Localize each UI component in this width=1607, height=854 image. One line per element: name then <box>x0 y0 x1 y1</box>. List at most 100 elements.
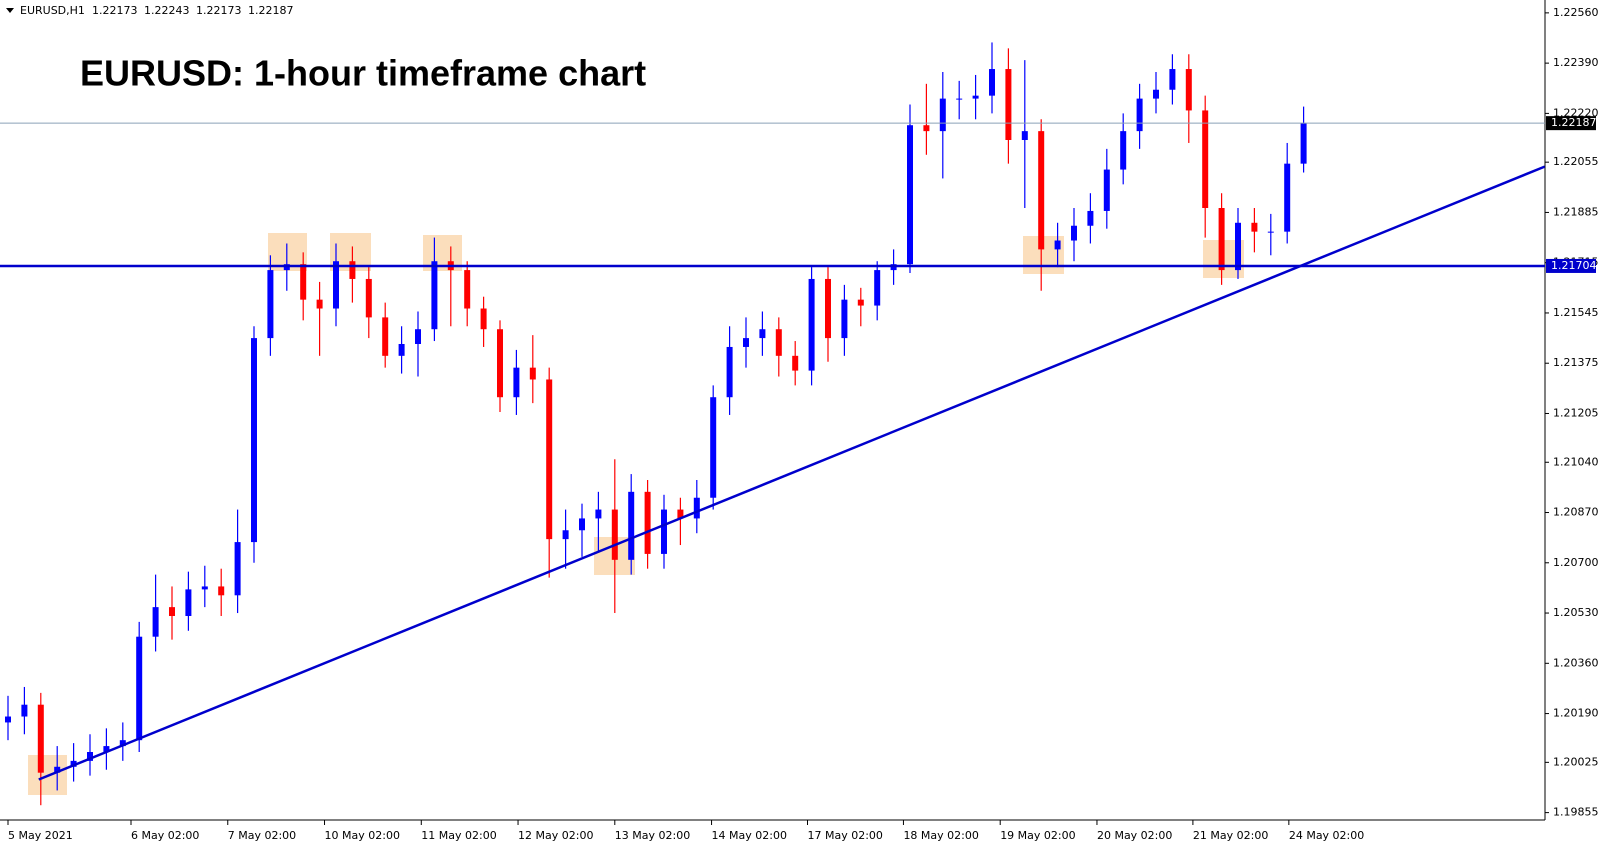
candle-body <box>1038 131 1045 250</box>
candle-body <box>1185 69 1192 111</box>
candle-body <box>54 766 61 773</box>
candle-body <box>119 740 126 747</box>
candle-body <box>841 299 848 339</box>
candle-body <box>37 704 44 773</box>
y-tick-label: 1.22055 <box>1553 155 1599 168</box>
header-value: 1.22243 <box>144 4 190 17</box>
candle-body <box>1071 225 1077 241</box>
candle-body <box>1169 69 1176 90</box>
candle-body <box>365 278 372 318</box>
candle-body <box>743 338 749 347</box>
candle-body <box>611 509 618 560</box>
candle-body <box>562 530 569 540</box>
candle-body <box>825 278 831 339</box>
candle-body <box>759 329 766 339</box>
candle-body <box>218 586 225 596</box>
header-value: 1.22173 <box>196 4 242 17</box>
candle-body <box>185 589 192 616</box>
candle-body <box>201 586 208 590</box>
symbol: EURUSD,H1 <box>20 4 85 17</box>
y-tick-label: 1.21375 <box>1553 356 1599 369</box>
candle-body <box>513 367 520 398</box>
candle-body <box>1054 240 1061 250</box>
candle-body <box>1218 208 1225 271</box>
candle-body <box>300 264 307 300</box>
candle-body <box>792 355 799 371</box>
candle-body <box>152 607 159 637</box>
candle-body <box>546 379 553 540</box>
candle-body <box>628 491 635 560</box>
x-tick-label: 11 May 02:00 <box>421 829 496 842</box>
y-tick-label: 1.20870 <box>1553 506 1599 519</box>
x-tick-label: 20 May 02:00 <box>1097 829 1172 842</box>
candle-body <box>1005 69 1012 140</box>
candle-body <box>595 509 602 519</box>
candle-body <box>579 518 585 531</box>
candle-body <box>234 542 241 596</box>
header-value: 1.22187 <box>248 4 294 17</box>
x-tick-label: 21 May 02:00 <box>1193 829 1268 842</box>
x-tick-label: 5 May 2021 <box>8 829 73 842</box>
support-label: 1.21704 <box>1551 259 1597 272</box>
candle-body <box>349 261 356 279</box>
trendline <box>38 165 1546 781</box>
y-tick-label: 1.21545 <box>1553 306 1599 319</box>
candle-body <box>923 125 930 132</box>
candle-body <box>693 497 700 519</box>
candle-body <box>1202 110 1209 208</box>
candle-body <box>661 509 667 554</box>
candle-body <box>464 270 471 309</box>
candle-body <box>939 98 946 132</box>
candle-body <box>398 344 405 356</box>
candle-body <box>87 752 93 761</box>
y-tick-label: 1.21885 <box>1553 205 1599 218</box>
header-value: 1.22173 <box>92 4 138 17</box>
x-tick-label: 6 May 02:00 <box>131 829 199 842</box>
candle-body <box>333 261 339 309</box>
candle-body <box>316 299 323 309</box>
candle-body <box>1153 89 1159 99</box>
candle-body <box>136 636 143 741</box>
candle-body <box>956 98 963 100</box>
candle-body <box>431 261 438 330</box>
y-tick-label: 1.22220 <box>1553 106 1599 119</box>
candle-body <box>989 69 995 96</box>
y-tick-label: 1.21040 <box>1553 455 1599 468</box>
candle-body <box>726 346 733 398</box>
candle-body <box>1235 222 1241 271</box>
candle-body <box>1300 123 1307 164</box>
x-tick-label: 24 May 02:00 <box>1289 829 1364 842</box>
candle-body <box>1136 98 1143 132</box>
y-tick-label: 1.22390 <box>1553 56 1599 69</box>
candle-body <box>775 329 782 356</box>
current-price-label: 1.22187 <box>1551 116 1597 129</box>
candle-body <box>480 308 487 330</box>
candle-body <box>497 329 503 398</box>
candle-body <box>529 367 536 380</box>
x-tick-label: 10 May 02:00 <box>325 829 400 842</box>
menu-arrow[interactable] <box>6 8 14 13</box>
x-tick-label: 7 May 02:00 <box>228 829 296 842</box>
current-price-tag <box>1546 116 1596 131</box>
x-tick-label: 18 May 02:00 <box>903 829 978 842</box>
candle-body <box>21 704 28 717</box>
candle-body <box>1087 210 1094 226</box>
x-tick-label: 19 May 02:00 <box>1000 829 1075 842</box>
candle-body <box>382 317 389 356</box>
candle-body <box>251 338 257 543</box>
candle-body <box>1103 169 1110 211</box>
chart-title: EURUSD: 1-hour timeframe chart <box>80 53 646 94</box>
candle-body <box>857 299 864 306</box>
candle-body <box>70 760 77 767</box>
candle-body <box>267 270 274 339</box>
candle-body <box>5 716 11 723</box>
candle-body <box>1251 222 1258 232</box>
candle-body <box>874 270 881 306</box>
y-tick-label: 1.20700 <box>1553 556 1599 569</box>
x-tick-label: 17 May 02:00 <box>808 829 883 842</box>
candle-body <box>415 329 421 344</box>
candle-body <box>169 607 175 616</box>
candle-body <box>644 491 651 554</box>
y-tick-label: 1.20190 <box>1553 707 1599 720</box>
